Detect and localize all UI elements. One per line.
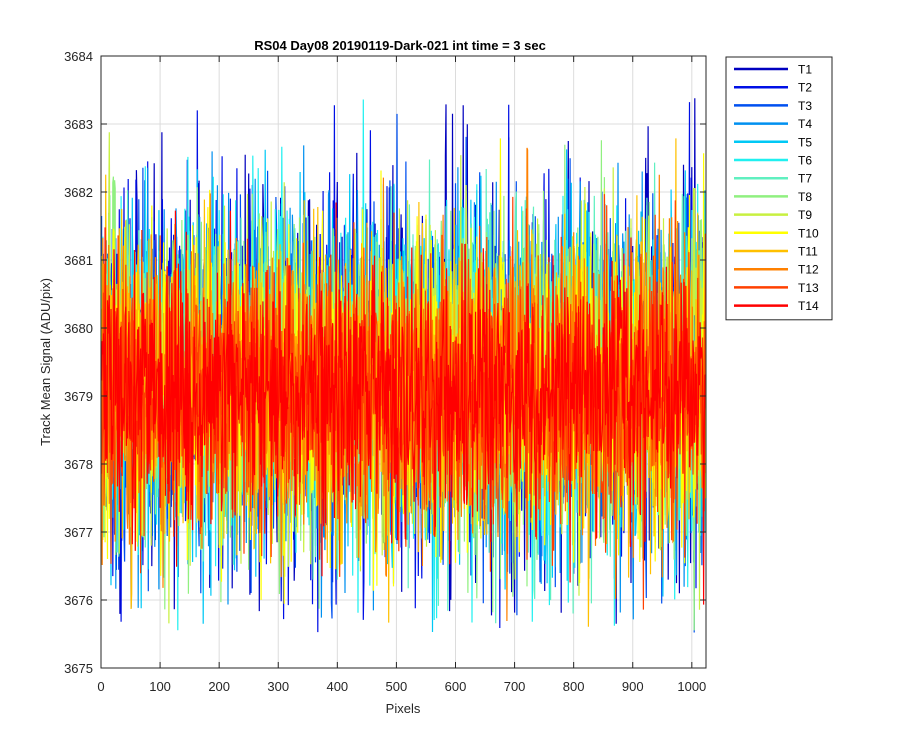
y-tick-label: 3683 bbox=[64, 117, 93, 132]
y-tick-label: 3682 bbox=[64, 185, 93, 200]
legend-label-t1: T1 bbox=[798, 63, 812, 77]
legend-box bbox=[725, 56, 833, 321]
y-tick-label: 3675 bbox=[64, 661, 93, 676]
legend-label-t6: T6 bbox=[798, 154, 812, 168]
x-tick-label: 500 bbox=[386, 679, 408, 694]
y-tick-label: 3678 bbox=[64, 457, 93, 472]
y-tick-label: 3680 bbox=[64, 321, 93, 336]
y-tick-label: 3684 bbox=[64, 49, 93, 64]
legend-label-t9: T9 bbox=[798, 208, 812, 222]
y-axis-label: Track Mean Signal (ADU/pix) bbox=[38, 278, 53, 446]
y-tick-label: 3681 bbox=[64, 253, 93, 268]
axis-ticks: 0 100 200 300 400 500 600 700 800 900 1000 3675 3676… bbox=[64, 49, 706, 694]
x-tick-label: 100 bbox=[149, 679, 171, 694]
legend-label-t2: T2 bbox=[798, 81, 812, 95]
y-tick-label: 3676 bbox=[64, 593, 93, 608]
legend-label-t14: T14 bbox=[798, 299, 819, 313]
series-line-t14 bbox=[101, 202, 706, 605]
legend-label-t12: T12 bbox=[798, 263, 819, 277]
x-tick-label: 200 bbox=[208, 679, 230, 694]
x-axis-label: Pixels bbox=[386, 701, 421, 716]
legend: T1 T2 T3 T4 T5 T6 T7 T8 T9 T10 T11 T12 T13 T14 bbox=[725, 56, 833, 321]
legend-label-t11: T11 bbox=[798, 245, 818, 259]
legend-label-t8: T8 bbox=[798, 190, 812, 204]
legend-label-t4: T4 bbox=[798, 117, 812, 131]
legend-label-t13: T13 bbox=[798, 281, 819, 295]
axes-box bbox=[100, 55, 707, 669]
legend-label-t10: T10 bbox=[798, 226, 819, 240]
legend-label-t7: T7 bbox=[798, 172, 812, 186]
legend-label-t3: T3 bbox=[798, 99, 812, 113]
x-tick-label: 300 bbox=[267, 679, 289, 694]
y-tick-label: 3677 bbox=[64, 525, 93, 540]
x-tick-label: 800 bbox=[563, 679, 585, 694]
y-tick-label: 3679 bbox=[64, 389, 93, 404]
x-tick-label: 600 bbox=[445, 679, 467, 694]
chart-title: RS04 Day08 20190119-Dark-021 int time = … bbox=[254, 38, 546, 53]
x-tick-label: 0 bbox=[97, 679, 104, 694]
x-tick-label: 1000 bbox=[677, 679, 706, 694]
x-tick-label: 900 bbox=[622, 679, 644, 694]
x-tick-label: 700 bbox=[504, 679, 526, 694]
legend-label-t5: T5 bbox=[798, 135, 812, 149]
x-tick-label: 400 bbox=[326, 679, 348, 694]
plot-series bbox=[101, 98, 706, 633]
